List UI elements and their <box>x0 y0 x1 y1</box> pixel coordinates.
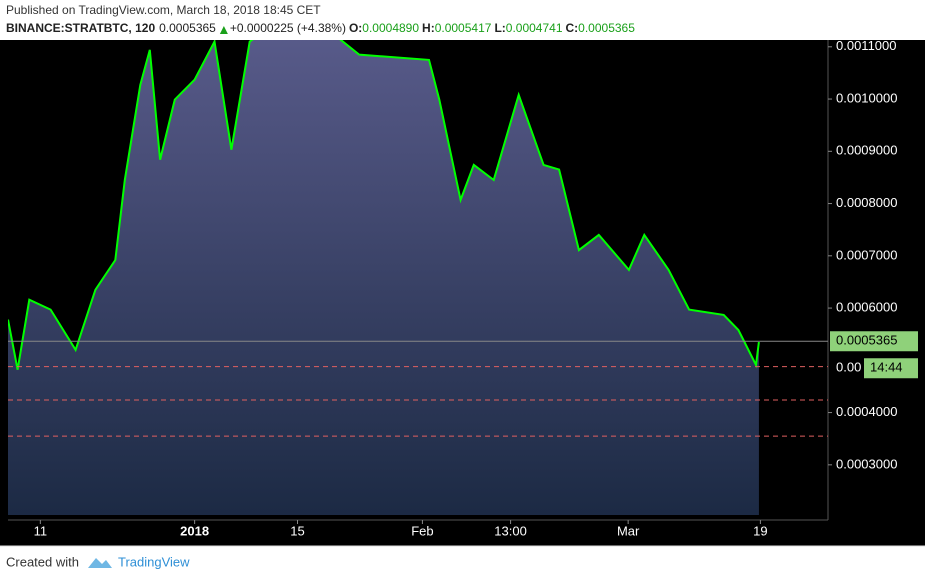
legend-text: 0.0005365 <box>159 21 216 35</box>
y-tick-label: 0.0009000 <box>836 143 897 158</box>
up-arrow <box>219 26 228 34</box>
x-tick-label: 11 <box>34 523 48 538</box>
price-label: 0.0005365 <box>836 333 897 348</box>
published: Published on TradingView.com, March 18, … <box>6 3 321 17</box>
legend-text: 0.0005365 <box>578 21 635 35</box>
legend-text: H: <box>422 21 435 35</box>
plot <box>8 40 760 515</box>
y-tick-label: 0.0006000 <box>836 300 897 315</box>
x-tick-label: 15 <box>290 523 304 538</box>
x-tick-label: 13:00 <box>494 523 527 538</box>
legend-text: BINANCE:STRATBTC, 120 <box>6 21 155 35</box>
legend-line: BINANCE:STRATBTC, 120 0.0005365 +0.0000225… <box>6 21 635 35</box>
legend-text: L: <box>494 21 505 35</box>
area <box>8 40 759 515</box>
logo <box>88 558 112 568</box>
brand[interactable]: TradingView <box>118 554 190 569</box>
y-tick-label: 0.0011000 <box>836 38 897 53</box>
legend-text: 0.0005417 <box>435 21 492 35</box>
y-tick-label: 0.0003000 <box>836 456 897 471</box>
x-tick-label: 2018 <box>180 523 209 538</box>
y-tick-label: 0.0008000 <box>836 195 897 210</box>
legend-text: O: <box>349 21 362 35</box>
legend-text: 0.0004890 <box>362 21 419 35</box>
price-line <box>8 40 760 370</box>
x-tick-label: Mar <box>617 523 640 538</box>
timer-partial: 0.00 <box>836 360 861 375</box>
timer-label: 14:44 <box>870 360 903 375</box>
created: Created with <box>6 554 79 569</box>
x-tick-label: Feb <box>411 523 433 538</box>
price-label-bg <box>830 331 918 352</box>
y-tick-label: 0.0004000 <box>836 404 897 419</box>
timer-bg <box>830 358 860 379</box>
timer-label-bg <box>864 358 918 379</box>
y-tick-label: 0.0007000 <box>836 247 897 262</box>
legend-text: C: <box>566 21 579 35</box>
legend-text: 0.0004741 <box>506 21 563 35</box>
header-bg <box>0 0 925 40</box>
legend-text: +0.0000225 (+4.38%) <box>230 21 346 35</box>
x-tick-label: 19 <box>753 523 767 538</box>
y-tick-label: 0.0010000 <box>836 90 897 105</box>
